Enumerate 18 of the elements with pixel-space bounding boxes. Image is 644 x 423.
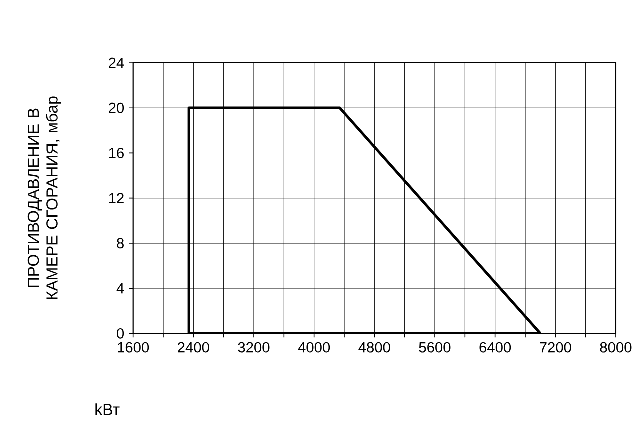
y-axis-title: ПРОТИВОДАВЛЕНИЕ В КАМЕРЕ СГОРАНИЯ, мбар <box>28 96 62 300</box>
y-tick-label: 12 <box>109 193 124 204</box>
x-tick-label: 4800 <box>358 342 390 353</box>
x-tick-label: 4000 <box>298 342 330 353</box>
x-tick-label: 7200 <box>540 342 572 353</box>
x-axis-title: kВт <box>96 404 120 416</box>
x-tick-label: 6400 <box>480 342 512 353</box>
y-tick-label: 0 <box>117 328 124 339</box>
y-tick-label: 8 <box>117 238 124 249</box>
y-tick-label: 4 <box>116 284 124 294</box>
y-tick-label: 24 <box>109 58 124 68</box>
x-tick-label: 3200 <box>238 342 270 353</box>
x-tick-label: 2400 <box>178 342 210 353</box>
y-tick-label: 20 <box>109 102 124 114</box>
x-tick-label: 1600 <box>118 342 150 353</box>
x-tick-label: 8000 <box>600 342 632 353</box>
y-tick-label: 16 <box>109 148 124 158</box>
x-tick-label: 5600 <box>419 342 451 353</box>
